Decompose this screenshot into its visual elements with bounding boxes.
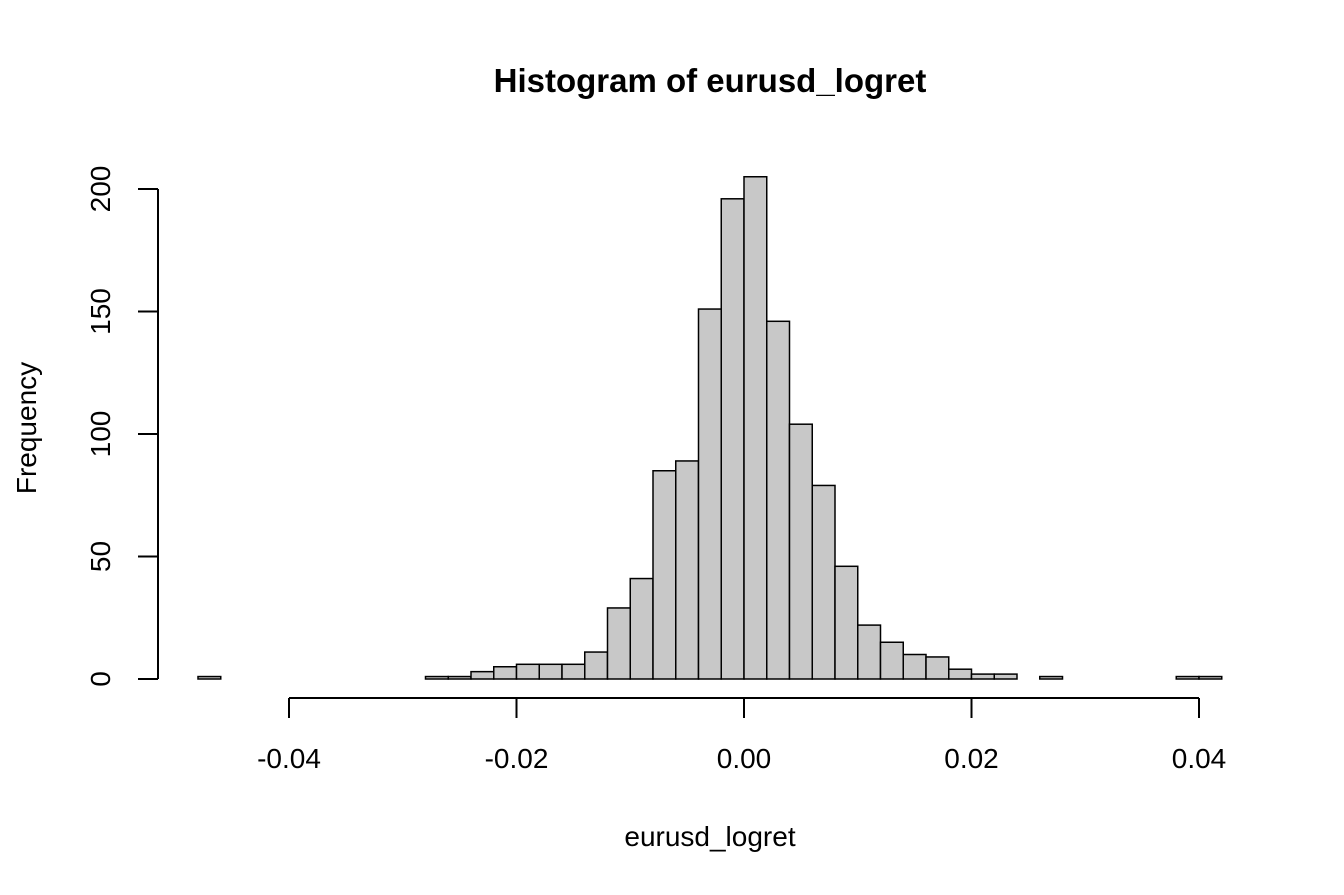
histogram-bar — [697, 308, 722, 680]
histogram-bar — [447, 675, 472, 680]
x-tick-label: 0.00 — [717, 743, 772, 774]
histogram-bar — [857, 624, 882, 680]
histogram-bar — [970, 673, 995, 680]
y-axis: 0 50 100 150 200 — [85, 166, 159, 687]
y-tick-label: 200 — [85, 166, 116, 213]
histogram-bar — [1039, 675, 1064, 680]
histogram-bar — [515, 663, 540, 680]
histogram-bar — [925, 656, 950, 680]
histogram-bar — [811, 484, 836, 680]
histogram-bar — [538, 663, 563, 680]
histogram-bar — [993, 673, 1018, 680]
x-tick-label: -0.04 — [257, 743, 321, 774]
histogram-bar — [197, 675, 222, 680]
histogram-bar — [629, 577, 654, 680]
histogram-bar — [584, 651, 609, 680]
histogram-bar — [1175, 675, 1200, 680]
y-tick-label: 0 — [85, 671, 116, 687]
histogram-bar — [788, 423, 813, 680]
chart-title: Histogram of eurusd_logret — [494, 62, 927, 99]
histogram-bar — [902, 653, 927, 680]
y-tick-label: 50 — [85, 541, 116, 572]
histogram-bar — [424, 675, 449, 680]
x-tick-label: -0.02 — [485, 743, 549, 774]
histogram-bar — [879, 641, 904, 680]
y-tick-label: 150 — [85, 288, 116, 335]
histogram-bar — [675, 460, 700, 680]
y-tick-label: 100 — [85, 411, 116, 458]
histogram-bar — [470, 670, 495, 680]
bars-group — [197, 176, 1223, 680]
x-axis: -0.04 -0.02 0.00 0.02 0.04 — [257, 697, 1227, 774]
histogram-bar — [561, 663, 586, 680]
histogram-bar — [743, 176, 768, 680]
x-tick-label: 0.04 — [1172, 743, 1227, 774]
histogram-bar — [834, 565, 859, 680]
y-axis-label: Frequency — [11, 362, 42, 494]
histogram-bar — [606, 607, 631, 680]
histogram-bar — [652, 470, 677, 680]
histogram-bar — [493, 666, 518, 680]
histogram-bar — [1198, 675, 1223, 680]
histogram-bar — [720, 198, 745, 680]
histogram-bar — [948, 668, 973, 680]
x-tick-label: 0.02 — [944, 743, 999, 774]
histogram-bar — [766, 320, 791, 680]
x-axis-label: eurusd_logret — [624, 821, 795, 852]
